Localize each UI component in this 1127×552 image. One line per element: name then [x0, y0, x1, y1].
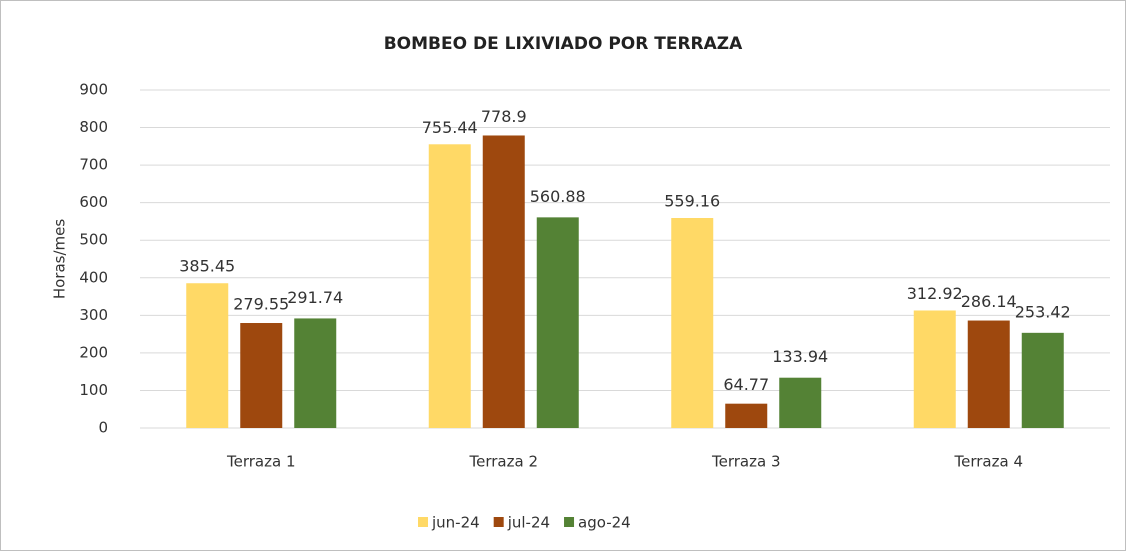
- legend-swatch: [564, 517, 575, 527]
- legend-label: jun-24: [431, 514, 480, 532]
- x-tick-label: Terraza 3: [711, 453, 780, 471]
- bar: [671, 218, 714, 428]
- data-label: 253.42: [1015, 302, 1071, 321]
- bar: [967, 320, 1010, 428]
- data-label: 279.55: [233, 295, 289, 314]
- y-tick-label: 600: [79, 193, 108, 211]
- legend-swatch: [493, 517, 504, 527]
- x-tick-label: Terraza 4: [954, 453, 1023, 471]
- bar: [725, 403, 768, 428]
- data-label: 778.9: [481, 107, 527, 126]
- legend-label: ago-24: [578, 514, 631, 532]
- chart-title: BOMBEO DE LIXIVIADO POR TERRAZA: [384, 34, 743, 54]
- data-label: 291.74: [287, 288, 343, 307]
- legend-swatch: [418, 517, 428, 527]
- legend-label: jul-24: [507, 514, 550, 532]
- y-tick-label: 0: [98, 419, 108, 437]
- y-tick-label: 700: [79, 156, 108, 174]
- x-tick-label: Terraza 1: [226, 453, 295, 471]
- bar: [536, 217, 579, 428]
- bar: [240, 323, 283, 428]
- y-tick-label: 800: [79, 118, 108, 136]
- bar: [482, 135, 525, 428]
- data-label: 133.94: [772, 347, 828, 366]
- y-tick-label: 200: [79, 343, 108, 361]
- y-tick-label: 100: [79, 381, 108, 399]
- x-tick-label: Terraza 2: [469, 453, 538, 471]
- y-tick-label: 300: [79, 306, 108, 324]
- y-tick-label: 900: [79, 81, 108, 99]
- data-label: 755.44: [422, 118, 478, 137]
- bar: [428, 144, 471, 428]
- data-label: 385.45: [179, 257, 235, 276]
- data-label: 312.92: [907, 284, 963, 303]
- bar: [1021, 332, 1064, 428]
- y-tick-label: 400: [79, 268, 108, 286]
- y-tick-label: 500: [79, 231, 108, 249]
- data-label: 560.88: [530, 187, 586, 206]
- bar: [186, 283, 229, 428]
- data-label: 559.16: [664, 192, 720, 211]
- y-axis-label: Horas/mes: [51, 219, 69, 300]
- data-label: 286.14: [961, 292, 1017, 311]
- bar: [913, 310, 956, 428]
- bar: [779, 377, 822, 428]
- bar: [294, 318, 337, 428]
- data-label: 64.77: [723, 375, 769, 394]
